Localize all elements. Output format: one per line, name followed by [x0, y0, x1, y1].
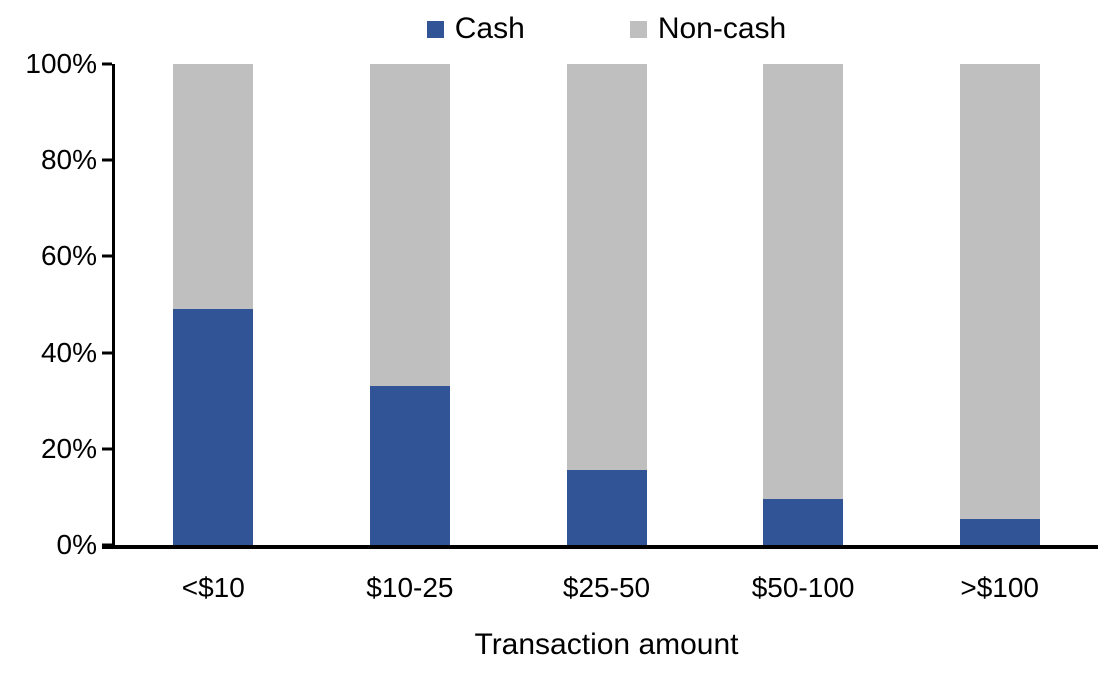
y-tick-label: 40% — [40, 336, 97, 368]
bar--10 — [173, 64, 254, 545]
legend-label: Cash — [454, 12, 525, 45]
bar--25-50 — [566, 64, 647, 545]
y-tick-label: 80% — [40, 144, 97, 176]
x-axis-title: Transaction amount — [474, 628, 739, 661]
y-tick-label: 100% — [25, 48, 97, 79]
y-axis-tick — [102, 254, 112, 258]
y-axis-tick — [102, 447, 112, 451]
legend-label: Non-cash — [657, 12, 787, 45]
y-axis-tick — [102, 543, 112, 547]
x-tick-label: $50-100 — [751, 572, 855, 603]
bar-segment-cash — [959, 518, 1040, 545]
bar-segment-non-cash — [763, 64, 844, 500]
plot-area: 0% 20% 40% 60% 80% 100% — [25, 50, 1098, 559]
y-axis-tick — [102, 158, 112, 162]
legend-swatch-icon — [629, 20, 647, 38]
x-tick-label: $10-25 — [366, 572, 454, 603]
bar-segment-cash — [763, 499, 844, 545]
x-tick-label: >$100 — [960, 572, 1039, 603]
y-axis-tick — [102, 62, 112, 66]
bar-segment-non-cash — [566, 64, 647, 471]
bar-segment-non-cash — [173, 64, 254, 310]
y-tick-label: 60% — [40, 240, 97, 272]
bar-segment-cash — [566, 470, 647, 545]
y-tick-label: 20% — [40, 432, 97, 464]
bar--50-100 — [763, 64, 844, 545]
legend: Cash Non-cash — [115, 10, 1098, 48]
y-axis-tick — [102, 351, 112, 355]
bar-segment-cash — [369, 386, 450, 545]
bar-segment-cash — [173, 309, 254, 545]
x-tick-label: <$10 — [181, 572, 245, 603]
legend-item-cash: Cash — [426, 10, 525, 48]
y-tick-label: 0% — [56, 529, 97, 560]
bar-segment-non-cash — [959, 64, 1040, 519]
bar--10-25 — [369, 64, 450, 545]
x-tick-label: $25-50 — [562, 572, 651, 603]
bar--100 — [959, 64, 1040, 545]
legend-item-non-cash: Non-cash — [629, 10, 787, 48]
x-axis-line — [102, 545, 1098, 549]
bar-segment-non-cash — [369, 64, 450, 387]
legend-swatch-icon — [426, 20, 444, 38]
y-axis-line — [112, 64, 115, 545]
